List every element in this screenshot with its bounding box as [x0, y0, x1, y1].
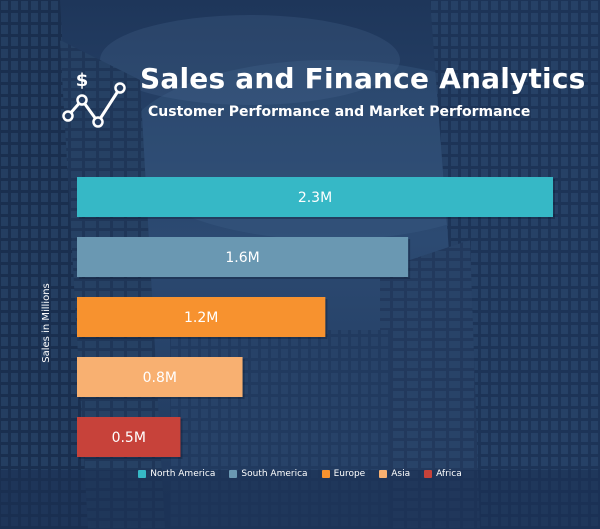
legend-label: Europe: [333, 469, 366, 479]
bar-asia: [77, 357, 243, 397]
legend-swatch: [379, 470, 388, 478]
bar-south-america: [77, 237, 409, 277]
legend-swatch: [229, 470, 238, 478]
bar-value-label: 1.2M: [184, 310, 218, 326]
bar-europe: [77, 297, 326, 337]
chart-legend: North America South America Europe Asia Afri…: [0, 465, 600, 483]
legend-swatch: [424, 470, 433, 478]
bar-north-america: [77, 177, 553, 217]
chart-subtitle: Customer Performance and Market Performa…: [148, 104, 531, 120]
bar-value-label: 1.6M: [225, 250, 259, 266]
legend-swatch: [138, 470, 147, 478]
legend-label: Africa: [436, 469, 462, 479]
bar-value-label: 2.3M: [298, 190, 332, 206]
bar-africa: [77, 417, 181, 457]
svg-text:$: $: [76, 70, 89, 91]
legend-item: Europe: [321, 469, 366, 479]
bar-value-label: 0.8M: [143, 370, 177, 386]
legend-item: South America: [229, 469, 308, 479]
chart-title: Sales and Finance Analytics: [140, 62, 586, 95]
legend-label: North America: [150, 469, 216, 479]
finance-chart-icon: $: [62, 70, 126, 128]
legend-label: Asia: [391, 469, 411, 479]
legend-label: South America: [241, 469, 308, 479]
bar-value-label: 0.5M: [112, 430, 146, 446]
legend-item: North America: [138, 469, 215, 479]
legend-item: Asia: [379, 469, 410, 479]
legend-swatch: [321, 470, 330, 478]
legend-item: Africa: [424, 469, 462, 479]
